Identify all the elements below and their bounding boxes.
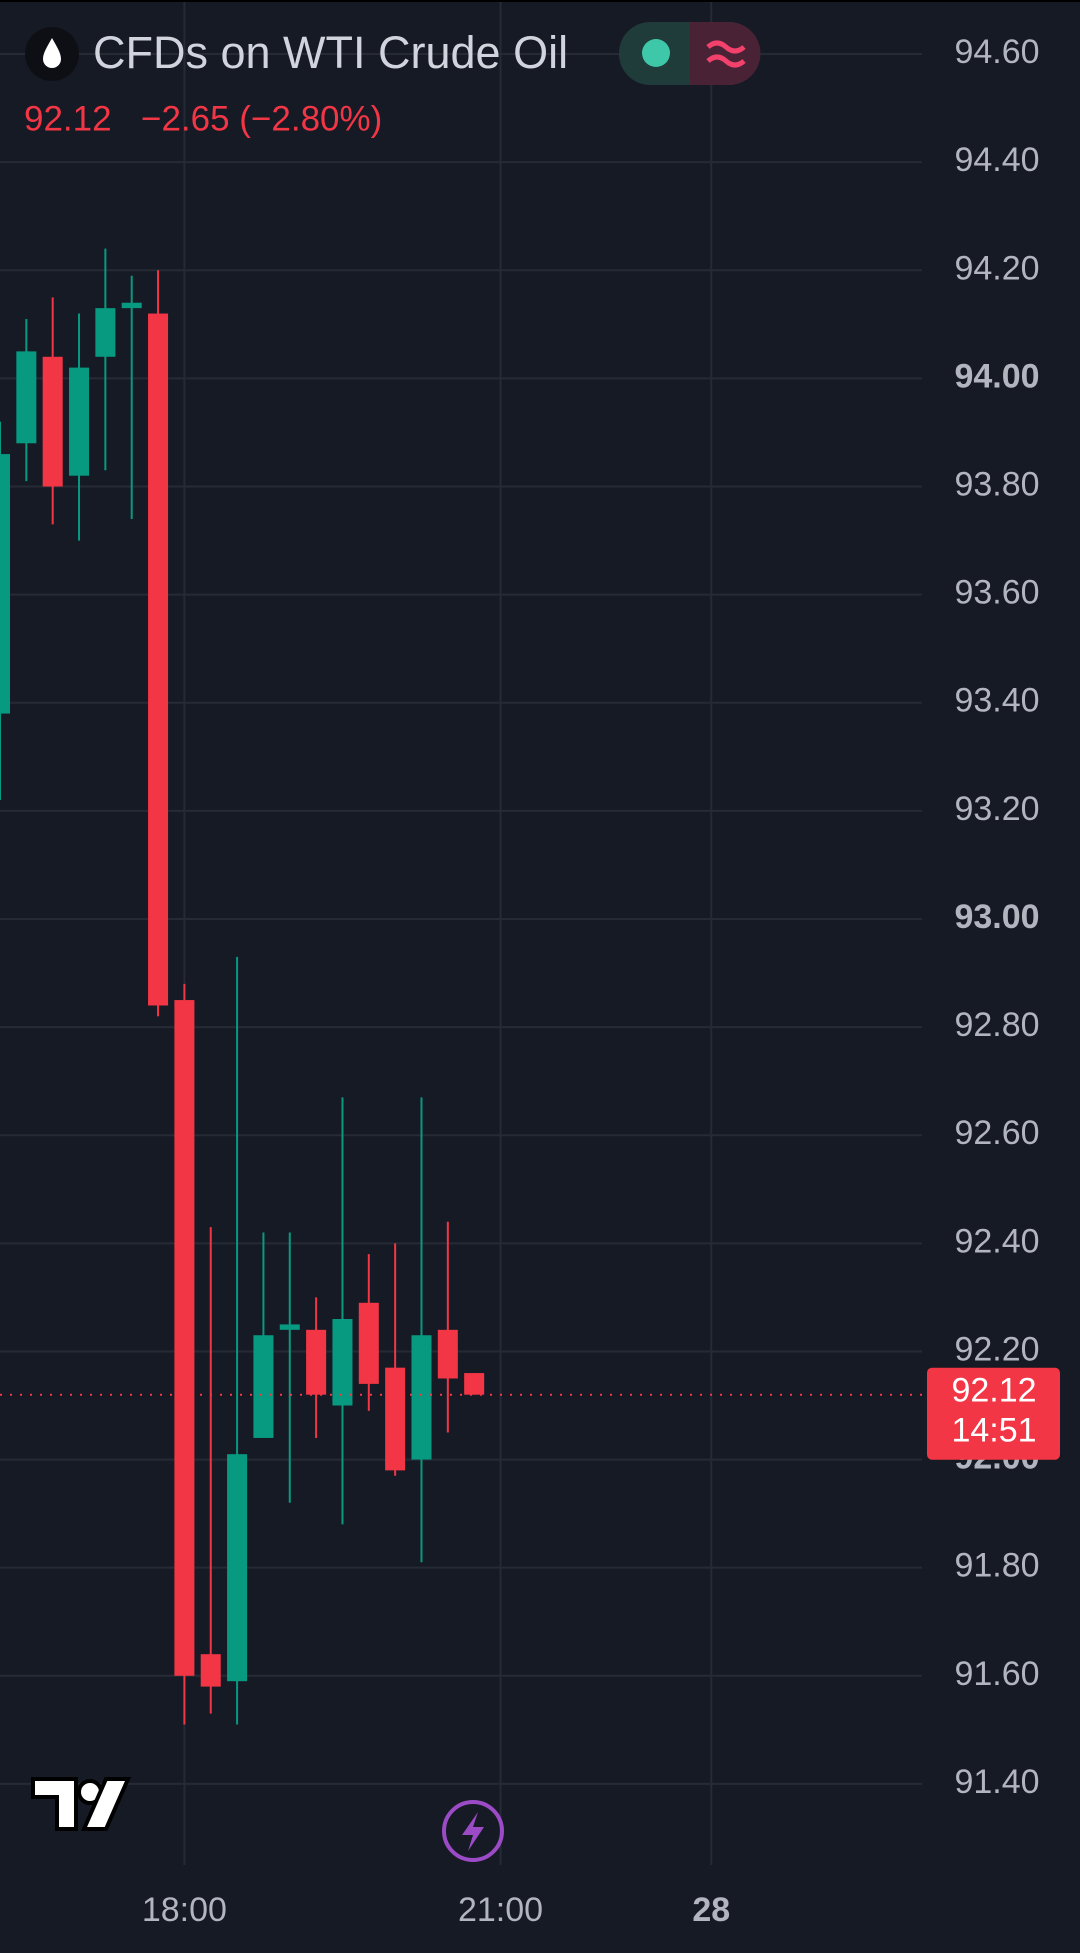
tradingview-logo — [31, 1777, 132, 1831]
status-pill[interactable] — [619, 22, 761, 85]
y-tick-label: 94.20 — [954, 249, 1039, 287]
candles — [0, 248, 485, 1725]
candle-body — [227, 1454, 248, 1682]
pill-right — [690, 22, 761, 85]
grid: 94.60 94.40 94.20 94.00 93.80 93.60 93.40 93.20… — [0, 0, 1040, 1929]
chart-title: CFDs on WTI Crude Oil — [93, 27, 568, 78]
candle-body — [464, 1373, 485, 1395]
header-change: −2.65 (−2.80%) — [141, 99, 382, 138]
oil-drop-icon — [43, 38, 61, 68]
x-tick-label: 18:00 — [142, 1891, 227, 1929]
candle-body — [69, 367, 90, 476]
candle-body — [174, 1000, 195, 1676]
y-tick-label: 94.40 — [954, 141, 1039, 179]
y-tick-label: 94.60 — [954, 33, 1039, 71]
last-price-label: 92.12 — [951, 1372, 1036, 1410]
y-tick-label: 93.40 — [954, 682, 1039, 720]
y-tick-label: 92.40 — [954, 1222, 1039, 1260]
top-edge — [0, 0, 1080, 2]
y-tick-label: 92.60 — [954, 1114, 1039, 1152]
x-tick-label: 28 — [692, 1891, 730, 1929]
x-tick-label: 21:00 — [458, 1891, 543, 1929]
y-tick-label: 91.60 — [954, 1655, 1039, 1693]
candle-body — [437, 1329, 458, 1379]
candle-body — [42, 356, 63, 487]
candle-body — [16, 351, 37, 444]
candle-body — [358, 1302, 379, 1384]
candle-body — [148, 313, 169, 1006]
y-tick-label: 92.80 — [954, 1006, 1039, 1044]
y-tick-label: 91.80 — [954, 1547, 1039, 1585]
y-tick-label: 92.20 — [954, 1330, 1039, 1368]
candle-body — [0, 454, 11, 714]
candle-body — [411, 1335, 432, 1460]
y-tick-label: 93.00 — [954, 898, 1039, 936]
candle-body — [332, 1319, 353, 1406]
candle-body — [95, 308, 116, 357]
countdown-label: 14:51 — [951, 1412, 1036, 1450]
lightning-button[interactable] — [442, 1800, 504, 1862]
candle-body — [200, 1654, 221, 1687]
y-tick-label: 93.80 — [954, 466, 1039, 504]
candle-body — [385, 1367, 406, 1471]
y-tick-label: 93.60 — [954, 574, 1039, 612]
y-tick-label: 93.20 — [954, 790, 1039, 828]
header-price: 92.12 — [24, 99, 112, 138]
wave-icon — [706, 40, 746, 68]
last-price-tag — [927, 1367, 1060, 1460]
y-tick-label: 94.00 — [954, 357, 1039, 395]
market-open-dot — [642, 39, 670, 67]
candle-body — [121, 302, 142, 309]
candle-body — [306, 1329, 327, 1395]
y-tick-label: 91.40 — [954, 1763, 1039, 1801]
candle-body — [279, 1324, 300, 1330]
candle-body — [253, 1335, 274, 1438]
